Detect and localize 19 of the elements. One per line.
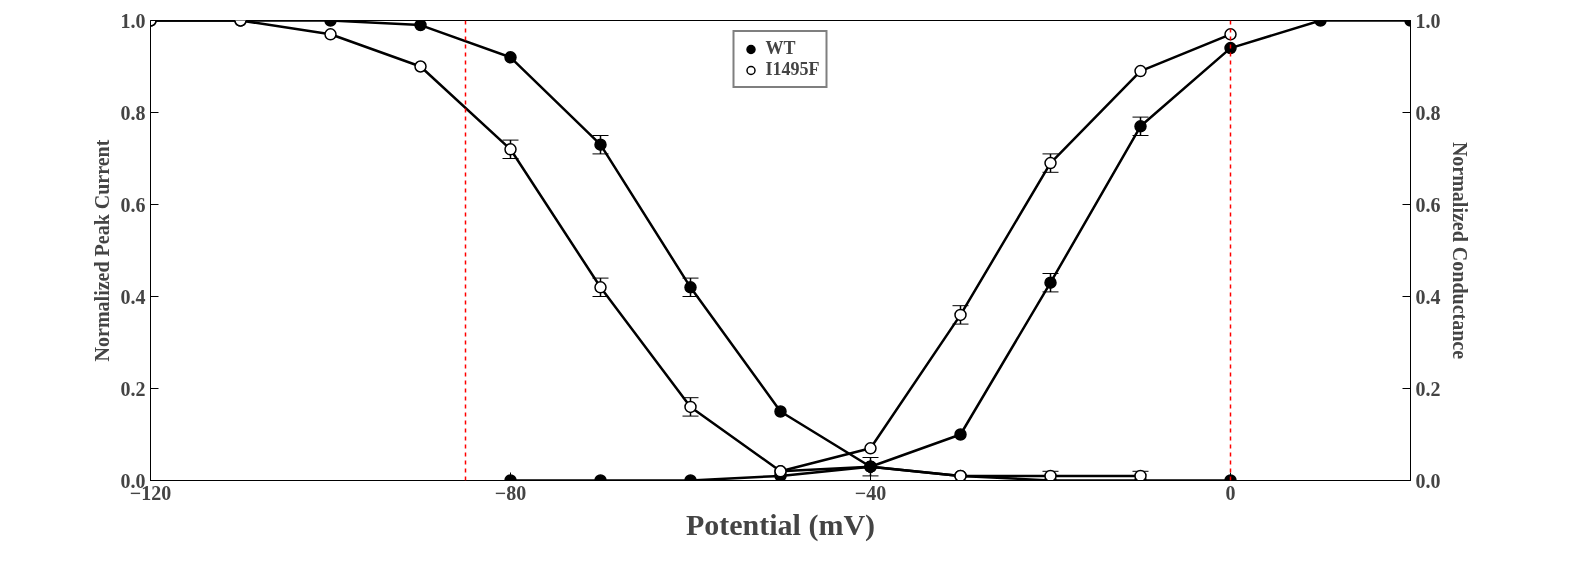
y2-tick-label: 0.0 (1415, 469, 1441, 492)
y-tick-label: 0.2 (120, 377, 146, 400)
x-tick-label: −80 (494, 481, 527, 504)
y-tick-label: 1.0 (120, 9, 146, 32)
legend-label: WT (765, 38, 796, 59)
legend-label: I1495F (765, 59, 820, 80)
y2-axis-title: Normalized Conductance (1448, 141, 1471, 360)
y-tick-label: 0.4 (120, 285, 146, 308)
y2-tick-label: 0.8 (1415, 101, 1441, 124)
y-tick-label: 0.6 (120, 193, 146, 216)
y2-tick-label: 0.6 (1415, 193, 1441, 216)
y2-tick-label: 1.0 (1415, 9, 1441, 32)
x-tick-label: −40 (854, 481, 887, 504)
y-axis-title: Normalized Peak Current (90, 139, 113, 362)
y-tick-label: 0.8 (120, 101, 146, 124)
x-axis-title: Potential (mV) (685, 507, 876, 542)
x-tick-label: 0 (1225, 481, 1236, 504)
y2-tick-label: 0.4 (1415, 285, 1441, 308)
y2-tick-label: 0.2 (1415, 377, 1441, 400)
